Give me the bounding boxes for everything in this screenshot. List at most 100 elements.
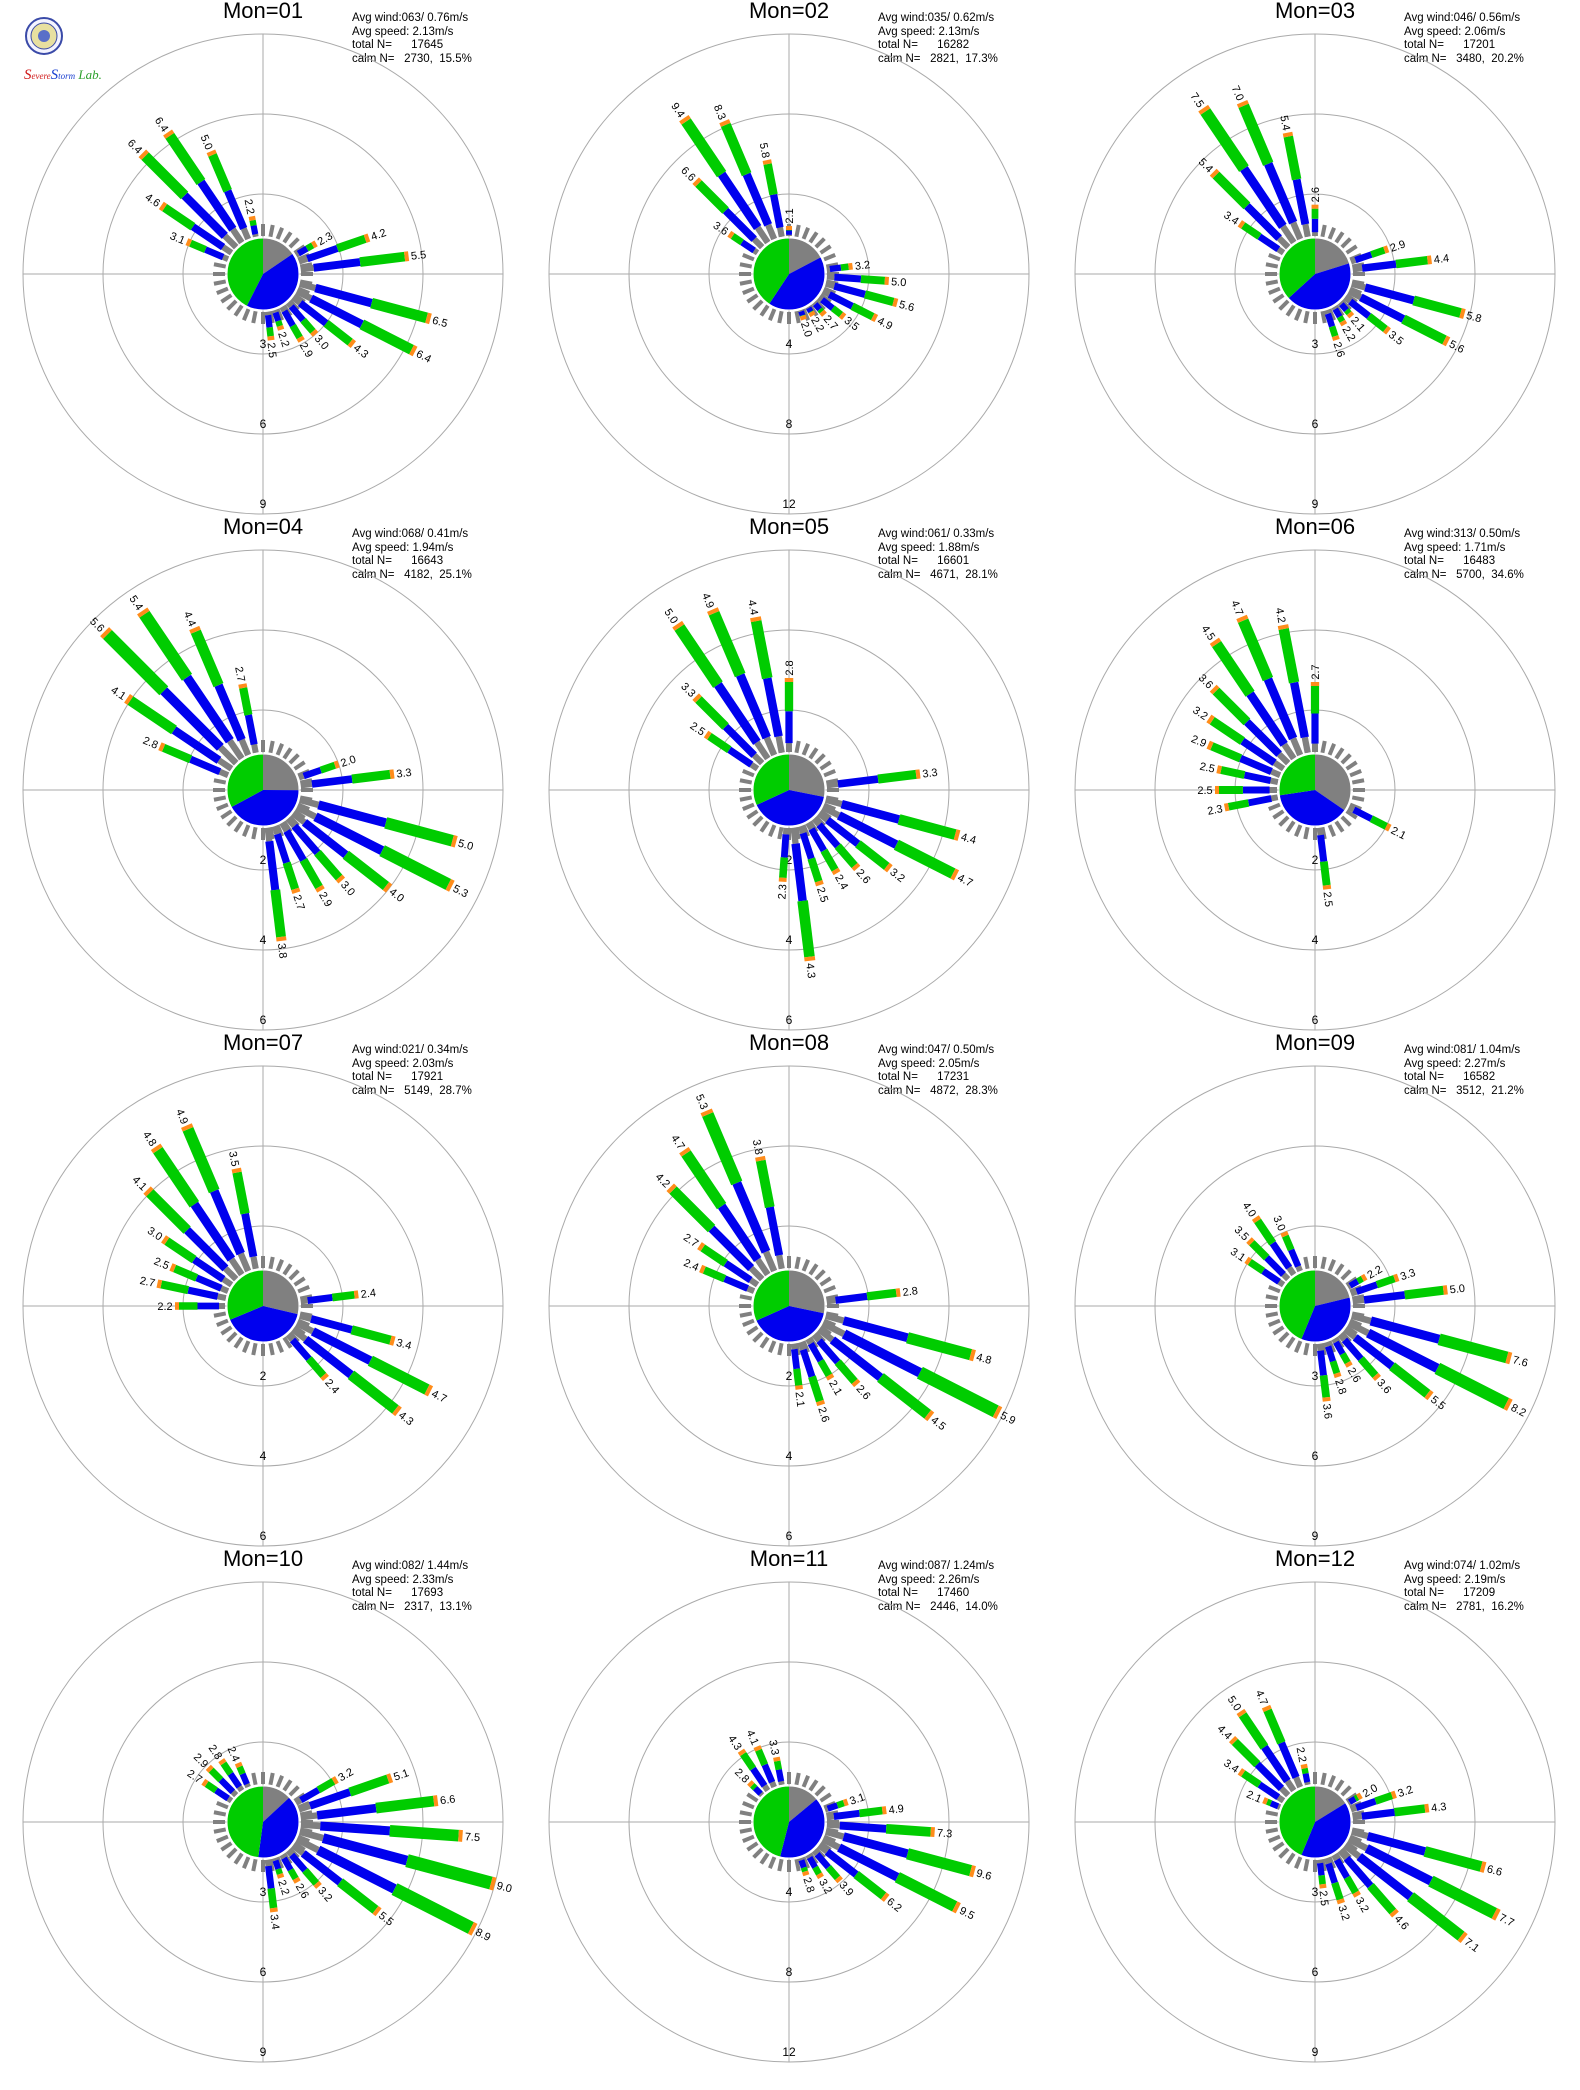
petal-segment — [853, 1871, 887, 1900]
petal-segment — [1491, 1908, 1501, 1921]
petal-segment — [992, 1405, 1003, 1420]
petal-segment — [717, 171, 762, 231]
petal-segment — [1367, 1882, 1397, 1915]
petal-segment — [952, 1901, 961, 1914]
petal-segment — [217, 757, 234, 772]
petal-segment — [1227, 799, 1250, 811]
petal-label: 2.1 — [1389, 825, 1408, 843]
calm-tick — [220, 1325, 233, 1336]
petal-segment — [1331, 1881, 1344, 1901]
petal-segment — [799, 1348, 816, 1378]
petal-segment — [707, 607, 720, 616]
petal-label: 2.9 — [297, 341, 315, 360]
petal-segment — [1238, 1712, 1269, 1750]
calm-tick — [251, 310, 258, 324]
pie-slice-blue — [756, 790, 825, 826]
petal-segment — [146, 1189, 191, 1234]
petal-segment — [227, 738, 245, 761]
petal-segment — [309, 294, 364, 329]
petal-segment — [699, 1264, 706, 1274]
petal-segment — [300, 264, 315, 273]
stats-box: Avg wind:047/ 0.50m/s Avg speed: 2.05m/s t… — [878, 1044, 998, 1098]
petal-segment — [679, 114, 691, 125]
petal-segment — [160, 1280, 190, 1295]
calm-tick — [1320, 1772, 1327, 1786]
petal-segment — [820, 848, 839, 872]
petal-segment — [674, 624, 723, 688]
petal-segment — [137, 607, 150, 618]
petal-segment — [808, 1375, 824, 1403]
petal-segment — [817, 307, 825, 314]
petal-segment — [201, 1778, 209, 1787]
ring-label: 9 — [1312, 1529, 1319, 1543]
ring-label: 6 — [1312, 1013, 1319, 1027]
petal-segment — [264, 1859, 272, 1867]
pie-outline — [226, 1785, 300, 1859]
ring-label: 12 — [782, 2045, 796, 2059]
calm-tick — [220, 809, 233, 820]
petal-segment — [313, 258, 361, 272]
calm-tick — [759, 304, 770, 317]
calm-tick — [1334, 747, 1345, 760]
petal-segment — [834, 843, 858, 869]
petal-segment — [1264, 1255, 1286, 1277]
stats-line: calm N= 2317, 13.1% — [352, 1600, 472, 1613]
calm-tick — [1327, 1856, 1336, 1869]
petal-segment — [303, 1335, 354, 1379]
petal-segment — [763, 163, 778, 196]
stats-line: Avg wind:063/ 0.76m/s — [352, 12, 469, 24]
petal-segment — [1346, 1283, 1352, 1290]
petal-segment — [1369, 815, 1388, 830]
petal-segment — [1342, 1842, 1362, 1860]
petal-segment — [831, 867, 841, 876]
calm-tick — [1268, 1318, 1281, 1327]
petal-segment — [272, 1859, 282, 1870]
petal-segment — [802, 1870, 810, 1877]
petal-segment — [1364, 1844, 1433, 1886]
stats-line: total N= 17645 — [352, 39, 444, 51]
petal-segment — [727, 746, 754, 768]
petal-segment — [1246, 691, 1288, 747]
calm-tick — [739, 1294, 753, 1301]
petal-label: 5.4 — [1196, 156, 1215, 175]
petal-segment — [758, 1791, 765, 1798]
pie-slice-calm — [263, 754, 299, 791]
calm-tick — [216, 286, 229, 295]
petal-segment — [153, 1146, 200, 1208]
petal-label: 5.5 — [376, 1910, 395, 1929]
petal-segment — [1270, 768, 1282, 778]
petal-segment — [808, 310, 816, 318]
calm-tick — [220, 293, 233, 304]
petal-segment — [851, 1378, 861, 1388]
petal-segment — [885, 1823, 931, 1837]
petal-segment — [405, 1854, 493, 1890]
petal-segment — [1281, 1272, 1291, 1282]
petal-segment — [695, 696, 729, 730]
petal-segment — [897, 814, 957, 840]
petal-segment — [189, 239, 207, 253]
petal-segment — [798, 1859, 807, 1869]
petal-segment — [294, 251, 300, 258]
petal-segment — [234, 1761, 243, 1769]
wind-rose-plot: 2 4 6 4.8 4.9 4.1 3.5 3.0 2.5 2.72.2 2.4 3.4 4.7 4.3 2… — [22, 1065, 504, 1547]
petal-segment — [350, 1325, 392, 1345]
petal-segment — [295, 1836, 320, 1854]
pie-slice-calm — [1315, 238, 1350, 274]
petal-segment — [1333, 1340, 1346, 1356]
petal-segment — [450, 835, 458, 848]
petal-segment — [1241, 222, 1262, 240]
stats-line: Avg speed: 1.94m/s — [352, 541, 454, 554]
petal-segment — [272, 311, 282, 322]
petal-label: 3.6 — [1374, 1377, 1393, 1396]
petal-segment — [297, 1802, 312, 1813]
petal-segment — [969, 1349, 976, 1362]
petal-label: 5.3 — [451, 883, 470, 901]
ring-label: 3 — [1312, 1369, 1319, 1383]
stats-box: Avg wind:063/ 0.76m/s Avg speed: 2.13m/s t… — [352, 12, 472, 66]
pie-slice-calm — [789, 238, 821, 274]
calm-tick — [282, 231, 293, 244]
petal-segment — [156, 1279, 163, 1289]
calm-tick — [1349, 769, 1362, 778]
petal-label: 6.4 — [414, 348, 433, 366]
petal-segment — [1263, 1708, 1286, 1745]
